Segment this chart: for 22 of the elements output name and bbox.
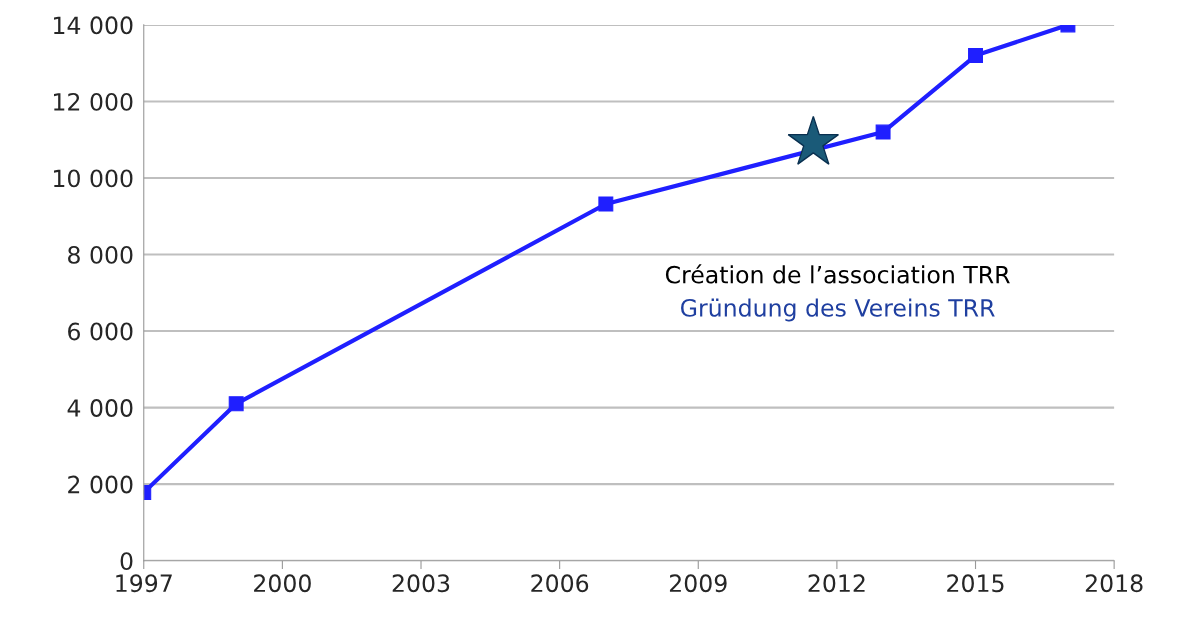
point (228, 396, 244, 412)
annotation: Création de l’association TRR (665, 264, 1010, 284)
x-tick-label: 2000 (254, 574, 311, 593)
point (598, 196, 614, 212)
x-tick-label: 1997 (116, 574, 172, 593)
point (968, 48, 983, 63)
x-tick-label: 2012 (808, 574, 865, 593)
y-tick-label: 4 000 (67, 399, 133, 417)
x-tick-label: 2015 (947, 574, 1004, 593)
y-tick-label: 6 000 (68, 322, 133, 341)
x-tick-label: 2006 (531, 574, 589, 593)
y-tick-label: 8 000 (68, 245, 133, 264)
y-tick-label: 2 000 (68, 475, 133, 494)
x-tick-label: 2009 (669, 574, 727, 593)
y-tick-label: 10 000 (54, 169, 133, 188)
point (875, 124, 891, 140)
annotation: Gründung des Vereins TRR (681, 298, 995, 322)
y-tick-label: 12 000 (54, 92, 133, 111)
x-tick-label: 2003 (392, 574, 450, 593)
x-tick-label: 2018 (1085, 574, 1143, 593)
y-tick-label: 0 (120, 552, 133, 571)
y-tick-label: 14 000 (54, 16, 133, 35)
